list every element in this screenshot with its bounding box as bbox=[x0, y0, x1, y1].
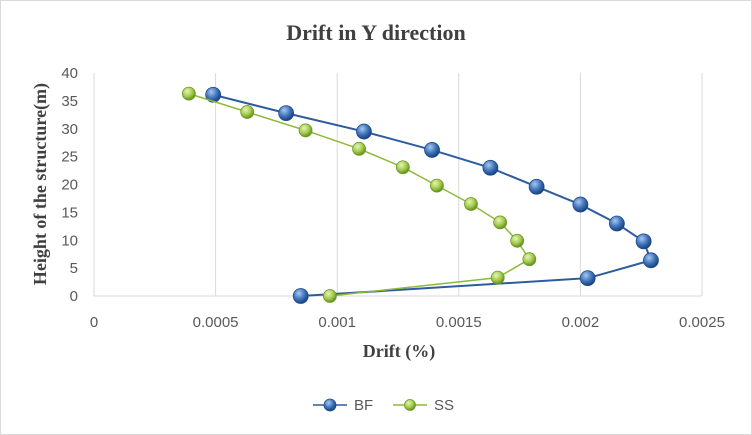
x-axis-title: Drift (%) bbox=[363, 341, 435, 362]
series-layer bbox=[181, 86, 659, 304]
x-tick-label: 0.0005 bbox=[193, 314, 239, 331]
y-tick-label: 5 bbox=[70, 260, 78, 277]
legend-marker bbox=[404, 399, 416, 411]
data-point bbox=[493, 215, 508, 230]
data-point bbox=[635, 233, 652, 250]
data-point bbox=[395, 160, 410, 175]
y-tick-label: 15 bbox=[61, 204, 78, 221]
y-tick-label: 0 bbox=[70, 288, 78, 305]
legend-label: SS bbox=[434, 397, 454, 414]
data-point bbox=[643, 252, 659, 269]
axis-layer: 0 0.0005 0.001 0.0015 0.002 0.0025 0 5 10 15 20 25 3… bbox=[61, 65, 725, 331]
x-tick-label: 0.0015 bbox=[436, 314, 482, 331]
data-point bbox=[528, 178, 545, 195]
series-line bbox=[188, 92, 531, 297]
x-tick-label: 0.0025 bbox=[679, 314, 725, 331]
y-tick-label: 20 bbox=[61, 177, 78, 194]
data-point bbox=[572, 196, 589, 213]
data-point bbox=[430, 178, 444, 193]
y-tick-label: 30 bbox=[61, 121, 78, 138]
x-tick-label: 0.001 bbox=[318, 314, 356, 331]
data-point bbox=[298, 123, 313, 138]
data-point bbox=[510, 233, 525, 248]
legend-item-ss: SS bbox=[393, 397, 454, 414]
legend-marker bbox=[323, 398, 337, 412]
y-tick-label: 25 bbox=[61, 149, 78, 166]
y-tick-label: 10 bbox=[61, 232, 78, 249]
data-point bbox=[292, 288, 309, 304]
series-line bbox=[212, 93, 653, 297]
legend-label: BF bbox=[354, 397, 373, 414]
data-point bbox=[579, 270, 596, 287]
x-tick-label: 0 bbox=[90, 314, 98, 331]
data-point bbox=[352, 141, 366, 156]
grid-layer bbox=[93, 73, 703, 296]
x-tick-label: 0.002 bbox=[562, 314, 600, 331]
y-axis-title: Height of the structure(m) bbox=[30, 83, 51, 285]
data-point bbox=[608, 215, 625, 232]
data-point bbox=[323, 289, 337, 303]
data-point bbox=[181, 86, 196, 101]
data-point bbox=[278, 105, 295, 122]
series-ss bbox=[181, 86, 537, 303]
data-point bbox=[240, 105, 255, 119]
chart-title: Drift in Y direction bbox=[286, 20, 465, 45]
y-tick-label: 35 bbox=[61, 93, 78, 110]
data-point bbox=[205, 86, 222, 103]
data-point bbox=[522, 252, 537, 267]
y-tick-label: 40 bbox=[61, 65, 78, 82]
data-point bbox=[490, 270, 505, 285]
data-point bbox=[482, 159, 499, 176]
legend-item-bf: BF bbox=[313, 397, 373, 414]
legend: BF SS bbox=[313, 397, 454, 414]
data-point bbox=[464, 197, 478, 211]
series-bf bbox=[205, 86, 659, 304]
data-point bbox=[356, 123, 372, 140]
data-point bbox=[424, 142, 440, 158]
